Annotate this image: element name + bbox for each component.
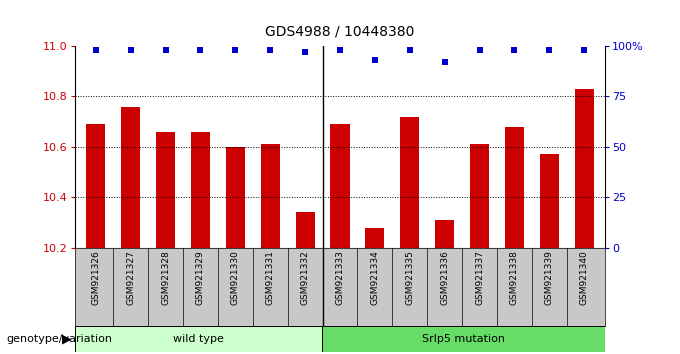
Bar xyxy=(75,326,322,352)
Point xyxy=(509,47,520,53)
Bar xyxy=(121,107,140,248)
Point xyxy=(405,47,415,53)
Bar xyxy=(470,144,489,248)
Point xyxy=(90,47,101,53)
Bar xyxy=(296,212,315,248)
Point xyxy=(544,47,555,53)
Point xyxy=(300,49,311,55)
Text: GSM921336: GSM921336 xyxy=(440,250,449,305)
Point xyxy=(579,47,590,53)
Bar xyxy=(86,124,105,248)
Text: GSM921328: GSM921328 xyxy=(161,250,170,305)
Text: GSM921332: GSM921332 xyxy=(301,250,309,305)
Bar xyxy=(365,228,384,248)
Text: GSM921340: GSM921340 xyxy=(580,250,589,305)
Bar xyxy=(260,144,279,248)
Bar xyxy=(156,132,175,248)
Text: GSM921329: GSM921329 xyxy=(196,250,205,305)
Text: genotype/variation: genotype/variation xyxy=(7,334,113,344)
Text: GSM921338: GSM921338 xyxy=(510,250,519,305)
Point xyxy=(265,47,275,53)
Point xyxy=(125,47,136,53)
Text: GDS4988 / 10448380: GDS4988 / 10448380 xyxy=(265,25,415,39)
Text: GSM921337: GSM921337 xyxy=(475,250,484,305)
Bar xyxy=(540,154,559,248)
Bar xyxy=(322,326,605,352)
Point xyxy=(230,47,241,53)
Point xyxy=(195,47,206,53)
Point xyxy=(474,47,485,53)
Text: GSM921339: GSM921339 xyxy=(545,250,554,305)
Text: GSM921331: GSM921331 xyxy=(266,250,275,305)
Text: GSM921327: GSM921327 xyxy=(126,250,135,305)
Bar xyxy=(575,89,594,248)
Text: ▶: ▶ xyxy=(62,332,71,346)
Text: GSM921333: GSM921333 xyxy=(335,250,345,305)
Text: Srlp5 mutation: Srlp5 mutation xyxy=(422,334,505,344)
Bar xyxy=(435,220,454,248)
Point xyxy=(369,57,380,63)
Bar xyxy=(401,116,420,248)
Text: GSM921334: GSM921334 xyxy=(371,250,379,305)
Text: wild type: wild type xyxy=(173,334,224,344)
Bar xyxy=(330,124,350,248)
Text: GSM921326: GSM921326 xyxy=(91,250,100,305)
Point xyxy=(160,47,171,53)
Point xyxy=(439,59,450,65)
Bar xyxy=(191,132,210,248)
Text: GSM921335: GSM921335 xyxy=(405,250,414,305)
Bar xyxy=(505,127,524,248)
Bar xyxy=(226,147,245,248)
Point xyxy=(335,47,345,53)
Text: GSM921330: GSM921330 xyxy=(231,250,240,305)
